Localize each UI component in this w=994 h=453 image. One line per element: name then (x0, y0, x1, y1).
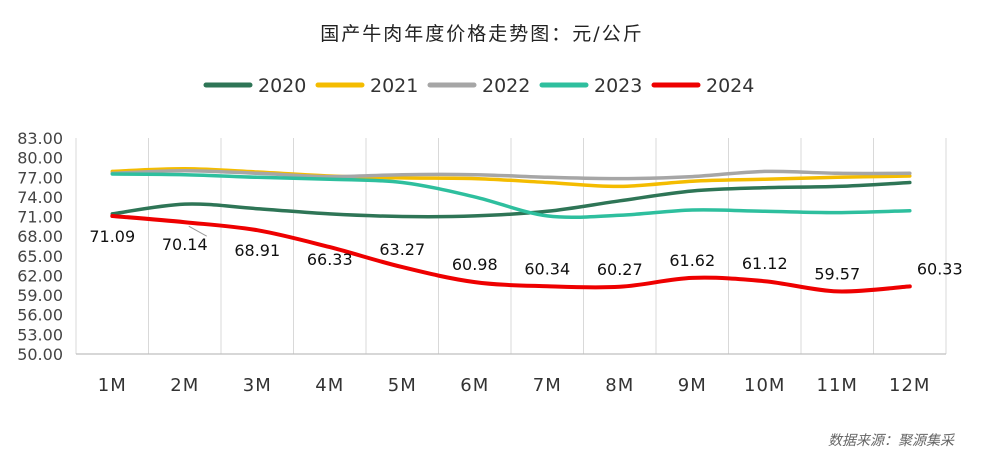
x-tick-label: 6M (460, 375, 489, 396)
data-label-2024: 60.27 (597, 260, 643, 279)
x-tick-label: 10M (744, 375, 785, 396)
y-tick-label: 80.00 (17, 149, 63, 168)
data-label-2024: 61.62 (669, 251, 715, 270)
source-note: 数据来源：聚源集采 (828, 433, 956, 449)
data-label-2024: 66.33 (307, 250, 353, 269)
data-label-2024: 70.14 (162, 235, 208, 254)
data-label-2024: 60.98 (452, 255, 498, 274)
x-tick-label: 2M (170, 375, 199, 396)
data-labels: 71.09 70.14 68.91 66.33 63.27 60.98 60.34 60.27… (89, 225, 963, 283)
y-tick-label: 56.00 (17, 306, 63, 325)
y-tick-label: 62.00 (17, 266, 63, 285)
data-label-2024: 60.33 (917, 259, 963, 278)
series-line-2023 (110, 172, 912, 220)
y-tick-label: 77.00 (17, 168, 63, 187)
legend-label-2020: 2020 (258, 75, 306, 97)
x-tick-label: 4M (315, 375, 344, 396)
y-tick-label: 65.00 (17, 247, 63, 266)
y-tick-label: 74.00 (17, 188, 63, 207)
data-label-2024: 68.91 (234, 241, 280, 260)
x-tick-label: 5M (388, 375, 417, 396)
data-label-2024: 59.57 (814, 264, 860, 283)
legend: 2020 2021 2022 2023 2024 (203, 75, 754, 97)
y-tick-label: 68.00 (17, 227, 63, 246)
legend-label-2022: 2022 (482, 75, 530, 97)
x-tick-label: 11M (817, 375, 858, 396)
y-tick-label: 50.00 (17, 345, 63, 364)
x-tick-label: 9M (678, 375, 707, 396)
label-leader-line (188, 225, 207, 237)
data-label-2024: 71.09 (89, 227, 135, 246)
y-axis: 50.0053.0056.0059.0062.0065.0068.0071.00… (17, 129, 63, 364)
y-tick-label: 59.00 (17, 286, 63, 305)
series-line-2020 (110, 180, 912, 219)
y-tick-label: 83.00 (17, 129, 63, 148)
x-tick-label: 1M (98, 375, 127, 396)
y-tick-label: 53.00 (17, 325, 63, 344)
y-tick-label: 71.00 (17, 208, 63, 227)
chart-title: 国产牛肉年度价格走势图：元/公斤 (320, 23, 643, 45)
x-axis: 1M 2M 3M 4M 5M 6M 7M 8M 9M 10M 11M 12M (98, 375, 930, 396)
series-line-2022 (110, 168, 912, 181)
x-tick-label: 3M (243, 375, 272, 396)
series-lines (110, 167, 912, 294)
x-tick-label: 7M (533, 375, 562, 396)
data-label-2024: 60.34 (524, 259, 570, 278)
series-line-2024 (110, 214, 912, 294)
data-label-2024: 63.27 (379, 240, 425, 259)
legend-label-2024: 2024 (706, 75, 754, 97)
legend-label-2021: 2021 (370, 75, 418, 97)
x-tick-label: 8M (605, 375, 634, 396)
legend-label-2023: 2023 (594, 75, 642, 97)
x-tick-label: 12M (889, 375, 930, 396)
data-label-2024: 61.12 (742, 254, 788, 273)
